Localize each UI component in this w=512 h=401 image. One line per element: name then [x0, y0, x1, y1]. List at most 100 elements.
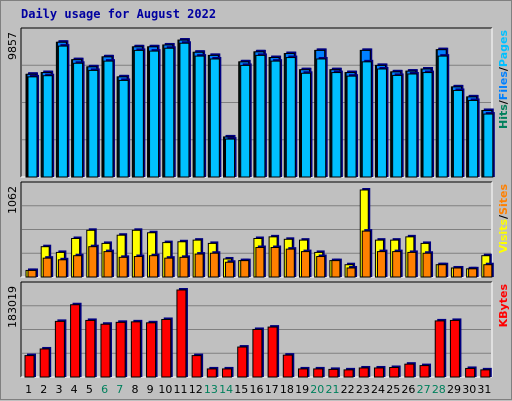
x-tick-label: 31	[477, 383, 491, 396]
x-tick-label: 21	[325, 383, 339, 396]
x-tick-label: 29	[447, 383, 461, 396]
kbytes-legend: KBytes	[497, 284, 510, 328]
sites-bar	[133, 256, 143, 278]
pages-bar	[300, 72, 311, 178]
pages-bar	[27, 76, 38, 178]
pages-bar	[483, 113, 494, 178]
sites-bar	[361, 230, 371, 278]
pages-bar	[133, 49, 144, 178]
pages-bar	[179, 42, 190, 178]
x-tick-label: 12	[189, 383, 203, 396]
kbytes-bar	[297, 368, 308, 378]
kbytes-bar	[161, 318, 172, 378]
hits-legend-entry: Hits	[497, 104, 510, 129]
sites-bar	[346, 267, 356, 278]
pages-bar	[392, 74, 403, 178]
x-tick-label: 16	[250, 383, 264, 396]
pages-bar	[407, 73, 418, 178]
x-tick-label: 27	[417, 383, 431, 396]
kbytes-bar	[373, 367, 384, 378]
sites-bar	[57, 259, 67, 278]
pages-bar	[255, 54, 266, 178]
x-tick-label: 18	[280, 383, 294, 396]
kbytes-bar	[434, 320, 445, 378]
kbytes-bar	[206, 368, 217, 378]
sites-bar	[179, 256, 189, 278]
kbytes-bar	[176, 289, 187, 378]
kbytes-bar	[313, 368, 324, 378]
kbytes-bar	[404, 363, 415, 378]
x-tick-label: 19	[295, 383, 309, 396]
x-tick-label: 2	[40, 383, 47, 396]
x-tick-label: 13	[204, 383, 218, 396]
pages-bar	[118, 79, 129, 178]
kbytes-bar	[282, 354, 293, 378]
hits-legend-entry: Files	[497, 71, 510, 101]
x-tick-label: 24	[371, 383, 385, 396]
pages-bar	[57, 45, 68, 178]
x-tick-label: 30	[462, 383, 476, 396]
hits-legend: Hits/Files/Pages	[497, 30, 510, 129]
kbytes-bar	[146, 322, 157, 378]
hits-ymax-label: 9857	[6, 32, 19, 60]
kbytes-bar	[100, 323, 111, 378]
sites-bar	[468, 268, 478, 278]
pages-bar	[361, 61, 372, 178]
x-tick-label: 7	[116, 383, 123, 396]
pages-bar	[240, 64, 251, 178]
sites-bar	[255, 247, 265, 278]
pages-bar	[346, 75, 357, 178]
sites-bar	[270, 247, 280, 278]
pages-bar	[164, 47, 175, 178]
kbytes-bar	[222, 368, 233, 378]
x-tick-label: 17	[265, 383, 279, 396]
sites-bar	[149, 255, 159, 278]
pages-bar	[270, 60, 281, 178]
x-tick-label: 23	[356, 383, 370, 396]
hits-legend-entry: /	[497, 99, 510, 104]
sites-bar	[209, 252, 219, 278]
kbytes-bar	[39, 348, 50, 378]
visits-legend-entry: Visits	[497, 219, 510, 254]
kbytes-bar	[343, 369, 354, 378]
kbytes-ymax-label: 183019	[6, 286, 19, 328]
sites-bar	[164, 257, 174, 278]
x-tick-label: 3	[55, 383, 62, 396]
x-tick-label: 14	[219, 383, 233, 396]
kbytes-bar	[130, 321, 141, 378]
pages-bar	[331, 72, 342, 178]
x-tick-label: 28	[432, 383, 446, 396]
kbytes-bar	[480, 369, 491, 378]
sites-bar	[452, 267, 462, 278]
kbytes-bar	[419, 365, 430, 378]
x-tick-label: 20	[310, 383, 324, 396]
kbytes-bar	[252, 328, 263, 378]
sites-bar	[483, 264, 493, 278]
kbytes-bar	[24, 355, 35, 378]
sites-bar	[316, 256, 326, 278]
pages-bar	[194, 55, 205, 178]
x-tick-label: 26	[401, 383, 415, 396]
x-tick-label: 25	[386, 383, 400, 396]
kbytes-bar	[191, 355, 202, 378]
kbytes-bar	[449, 319, 460, 378]
x-tick-label: 6	[101, 383, 108, 396]
chart-title: Daily usage for August 2022	[21, 7, 217, 21]
pages-bar	[468, 99, 479, 178]
kbytes-bar	[465, 367, 476, 378]
sites-bar	[73, 255, 83, 278]
pages-bar	[88, 69, 99, 178]
x-tick-label: 5	[86, 383, 93, 396]
x-tick-label: 4	[71, 383, 78, 396]
visits-ymax-label: 1062	[6, 186, 19, 214]
kbytes-bar	[54, 320, 65, 378]
kbytes-bar	[389, 366, 400, 378]
pages-bar	[209, 58, 220, 178]
pages-bar	[376, 68, 387, 178]
pages-bar	[149, 50, 160, 178]
sites-bar	[88, 246, 98, 278]
sites-bar	[27, 269, 37, 278]
kbytes-bar	[70, 304, 81, 378]
pages-bar	[103, 60, 114, 178]
